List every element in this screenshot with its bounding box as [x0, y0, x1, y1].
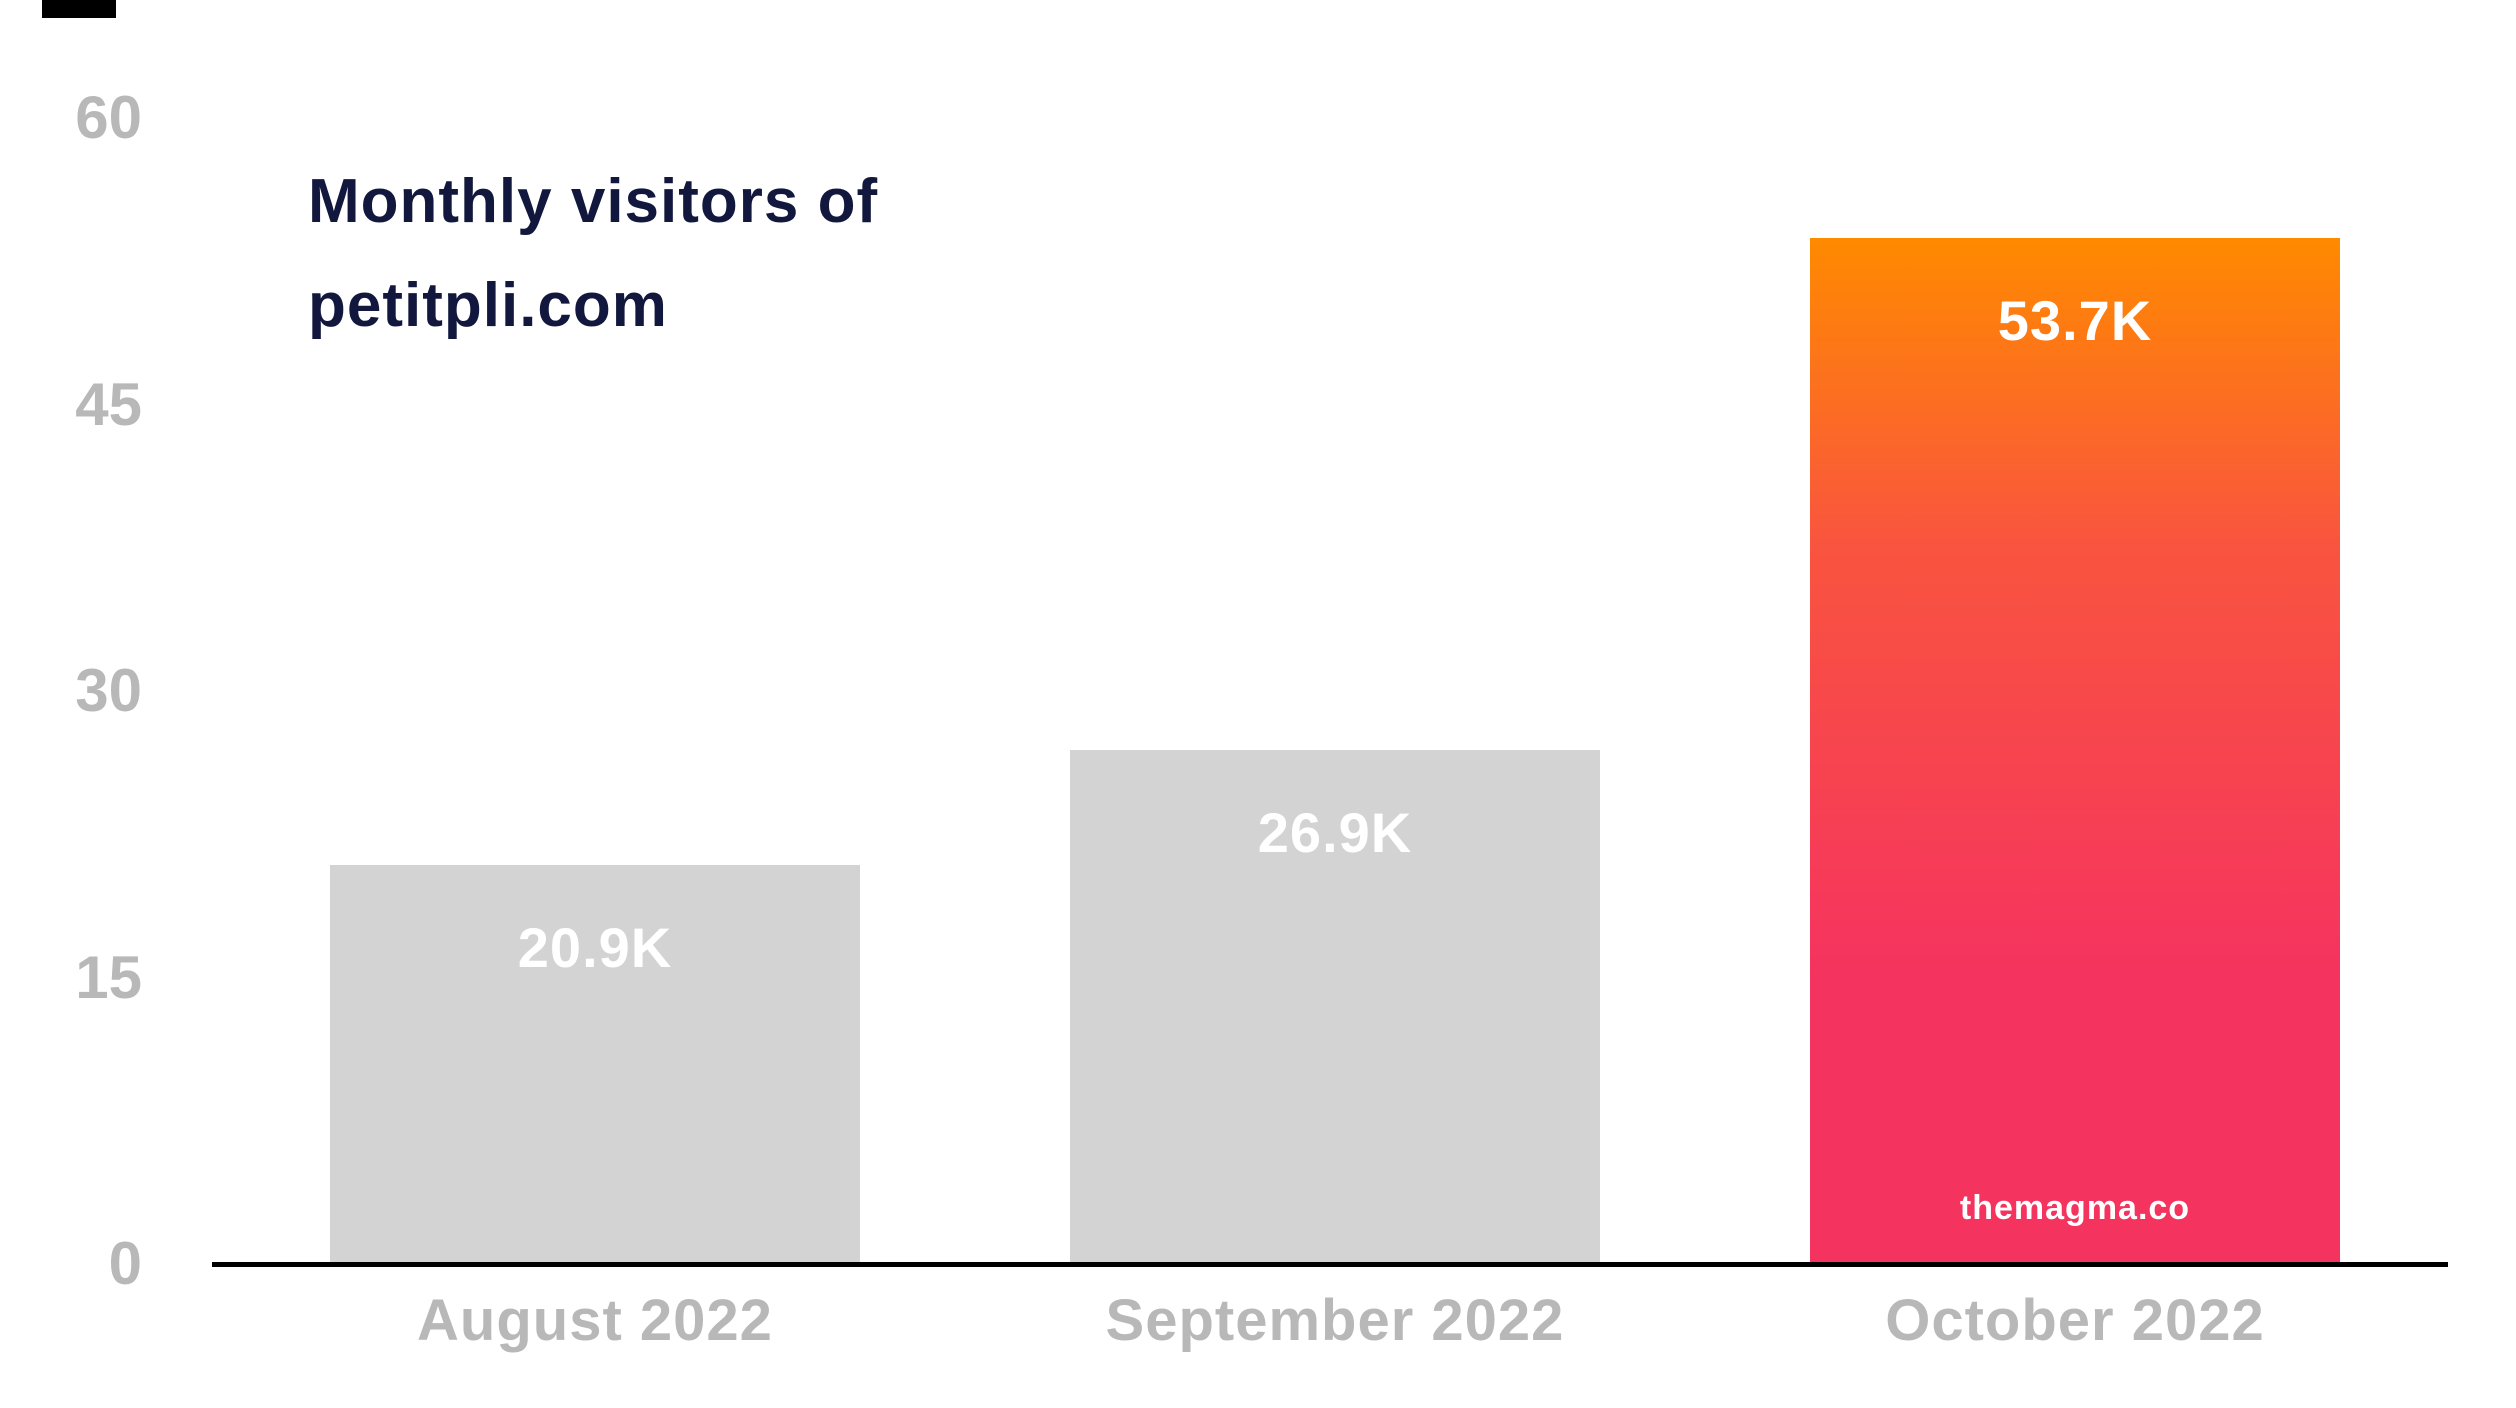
watermark-label: themagma.co: [1959, 1189, 2191, 1227]
y-tick-label: 30: [75, 657, 142, 724]
crop-artifact: [42, 0, 116, 18]
bar-highlighted: 53.7K themagma.co: [1810, 238, 2340, 1264]
bar: 20.9K: [330, 865, 860, 1264]
bar-value-label: 53.7K: [1997, 289, 2153, 352]
bar: 26.9K: [1070, 750, 1600, 1264]
chart-title: Monthly visitors of petitpli.com: [308, 167, 879, 341]
x-tick-label: August 2022: [417, 1288, 773, 1353]
x-tick-label: October 2022: [1885, 1288, 2265, 1353]
x-axis-line: [212, 1262, 2448, 1267]
x-axis: August 2022 September 2022 October 2022: [215, 1292, 2445, 1382]
bar-value-label: 26.9K: [1257, 801, 1413, 864]
y-tick-label: 15: [75, 943, 142, 1011]
y-tick-label: 45: [75, 370, 142, 438]
y-tick-label: 0: [108, 1230, 142, 1297]
bar-value-label: 20.9K: [517, 916, 673, 979]
plot-area: 20.9K 26.9K 53.7K themagma.co: [215, 118, 2445, 1264]
x-tick-label: September 2022: [1105, 1288, 1565, 1353]
y-axis: 0 15 30 45 60: [0, 88, 142, 1294]
y-tick-label: 60: [75, 84, 142, 151]
